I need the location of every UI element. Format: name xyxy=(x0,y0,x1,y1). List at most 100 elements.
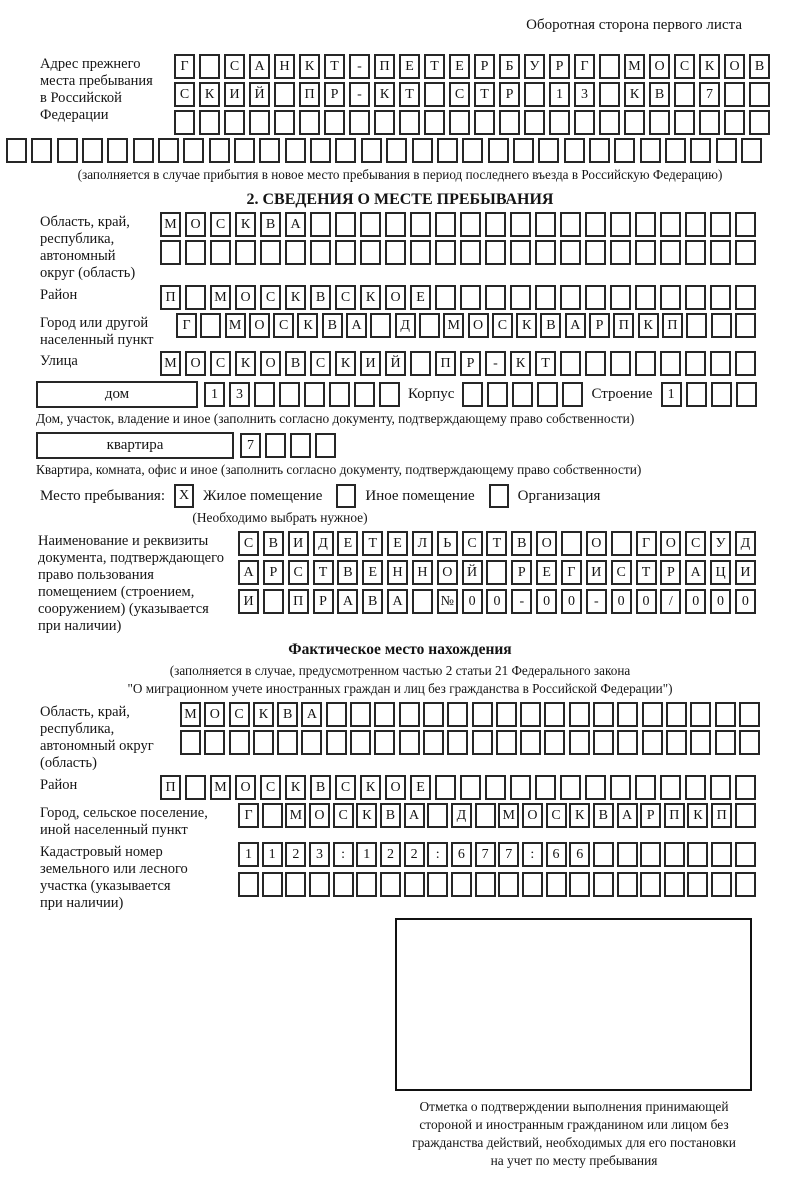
char-cell xyxy=(510,775,531,800)
char-cell xyxy=(285,240,306,265)
char-cell xyxy=(435,240,456,265)
char-cell xyxy=(332,872,354,897)
char-cell xyxy=(610,240,631,265)
confirmation-stamp-box xyxy=(395,918,752,1091)
char-cell: 2 xyxy=(403,842,425,867)
char-cell xyxy=(510,285,531,310)
char-cell xyxy=(535,240,556,265)
char-cell xyxy=(710,313,732,338)
stay-type-row: Место пребывания: X Жилое помещение Иное… xyxy=(40,484,800,508)
char-cell: К xyxy=(299,54,320,79)
char-cell xyxy=(738,702,760,727)
char-cell xyxy=(200,313,222,338)
char-cell xyxy=(386,138,408,163)
char-cell xyxy=(560,240,581,265)
char-cell: Р xyxy=(549,54,570,79)
char-cell xyxy=(252,730,274,755)
char-cell: К xyxy=(235,212,256,237)
char-cell xyxy=(262,589,284,614)
char-cell: Е xyxy=(410,775,431,800)
char-cell xyxy=(279,382,300,407)
char-cell xyxy=(512,138,534,163)
char-grid-row xyxy=(160,240,756,265)
char-cell: / xyxy=(660,589,682,614)
char-cell: О xyxy=(660,531,682,556)
char-cell xyxy=(360,212,381,237)
char-cell xyxy=(690,138,712,163)
char-cell: К xyxy=(516,313,538,338)
char-cell: 0 xyxy=(461,589,483,614)
char-cell: К xyxy=(235,351,256,376)
char-cell xyxy=(471,702,493,727)
char-cell xyxy=(422,730,444,755)
label-line: Адрес прежнего xyxy=(40,56,141,72)
char-cell: И xyxy=(585,560,607,585)
char-cell: В xyxy=(337,560,359,585)
char-cell: Р xyxy=(640,803,662,828)
char-cell: И xyxy=(224,82,245,107)
char-cell: Г xyxy=(560,560,582,585)
char-cell xyxy=(735,382,757,407)
document-field: Наименование и реквизиты документа, подтв… xyxy=(38,531,800,635)
char-grid-row: 7 xyxy=(240,433,336,458)
char-cell: П xyxy=(663,803,685,828)
char-cell xyxy=(735,351,756,376)
char-cell: П xyxy=(661,313,683,338)
char-cell: О xyxy=(235,775,256,800)
label-line: иной населенный пункт xyxy=(40,822,188,838)
char-cell xyxy=(585,285,606,310)
char-cell xyxy=(132,138,154,163)
char-cell xyxy=(610,285,631,310)
char-cell xyxy=(274,110,295,135)
char-cell xyxy=(560,351,581,376)
char-cell: С xyxy=(491,313,513,338)
char-cell xyxy=(308,872,330,897)
char-cell xyxy=(499,110,520,135)
char-cell: М xyxy=(498,803,520,828)
char-cell: О xyxy=(521,803,543,828)
char-cell xyxy=(735,285,756,310)
char-cell xyxy=(324,110,345,135)
label-line: участка (указывается xyxy=(40,878,171,894)
char-cell xyxy=(660,240,681,265)
char-cell xyxy=(560,212,581,237)
char-cell xyxy=(734,313,756,338)
char-cell: 1 xyxy=(204,382,225,407)
char-cell: - xyxy=(585,589,607,614)
char-cell xyxy=(715,138,737,163)
char-cell xyxy=(374,110,395,135)
char-cell: О xyxy=(235,285,256,310)
char-cell: К xyxy=(569,803,591,828)
char-cell: В xyxy=(285,351,306,376)
char-cell: К xyxy=(624,82,645,107)
char-cell: Ь xyxy=(436,531,458,556)
district-label: Район xyxy=(40,287,78,303)
actual-region-label: Область, край, республика, автономный окру… xyxy=(40,702,180,772)
char-cell xyxy=(495,730,517,755)
char-cell xyxy=(738,730,760,755)
char-cell xyxy=(411,589,433,614)
char-cell xyxy=(538,138,560,163)
char-cell xyxy=(714,730,736,755)
char-cell xyxy=(639,138,661,163)
char-cell xyxy=(641,730,663,755)
char-cell: 1 xyxy=(261,842,283,867)
char-cell xyxy=(185,285,206,310)
char-cell xyxy=(614,138,636,163)
char-cell: С xyxy=(545,803,567,828)
actual-district-label: Район xyxy=(40,777,78,793)
char-cell xyxy=(562,382,584,407)
char-cell: К xyxy=(285,775,306,800)
char-cell: Г xyxy=(238,803,259,828)
actual-location-note: (заполняется в случае, предусмотренном ч… xyxy=(0,662,800,698)
char-cell xyxy=(385,212,406,237)
char-cell: 3 xyxy=(229,382,250,407)
char-cell: Р xyxy=(499,82,520,107)
cadastre-field: Кадастровый номер земельного или лесного у… xyxy=(40,842,800,912)
char-cell: С xyxy=(461,531,483,556)
char-cell: Р xyxy=(324,82,345,107)
char-cell xyxy=(427,803,449,828)
char-cell xyxy=(335,212,356,237)
char-cell: Р xyxy=(589,313,611,338)
